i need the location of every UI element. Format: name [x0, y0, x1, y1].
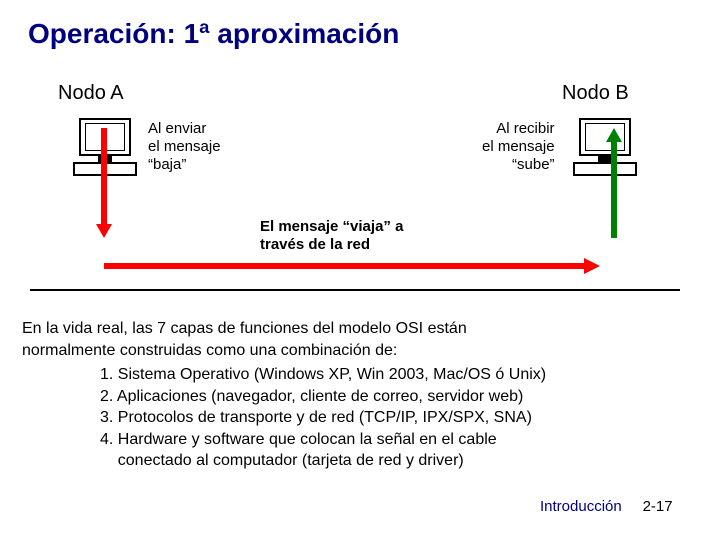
caption-send-line2: el mensaje	[148, 138, 221, 156]
travel-line1: El mensaje “viaja” a	[260, 218, 403, 236]
list-item: 2. Aplicaciones (navegador, cliente de c…	[100, 386, 546, 408]
list-item: 3. Protocolos de transporte y de red (TC…	[100, 407, 546, 429]
caption-recv-line3: “sube”	[482, 156, 555, 174]
footer-page: 2-17	[643, 498, 673, 515]
travel-line2: través de la red	[260, 236, 403, 254]
body-paragraph: En la vida real, las 7 capas de funcione…	[22, 318, 467, 361]
footer: Introducción 2-17	[540, 498, 673, 515]
caption-recv-line1: Al recibir	[482, 120, 555, 138]
list-item: 1. Sistema Operativo (Windows XP, Win 20…	[100, 364, 546, 386]
caption-send: Al enviar el mensaje “baja”	[148, 120, 221, 174]
node-b-label: Nodo B	[562, 82, 629, 105]
list-item: conectado al computador (tarjeta de red …	[100, 450, 546, 472]
footer-section: Introducción	[540, 498, 622, 515]
para-line1: En la vida real, las 7 capas de funcione…	[22, 318, 467, 340]
computer-b-icon	[570, 118, 640, 178]
node-a-label: Nodo A	[58, 82, 124, 105]
page-title: Operación: 1ª aproximación	[28, 18, 399, 50]
travel-caption: El mensaje “viaja” a través de la red	[260, 218, 403, 254]
para-line2: normalmente construidas como una combina…	[22, 340, 467, 362]
caption-send-line1: Al enviar	[148, 120, 221, 138]
list-item: 4. Hardware y software que colocan la se…	[100, 429, 546, 451]
caption-send-line3: “baja”	[148, 156, 221, 174]
caption-recv-line2: el mensaje	[482, 138, 555, 156]
body-list: 1. Sistema Operativo (Windows XP, Win 20…	[100, 364, 546, 472]
network-line	[30, 289, 680, 291]
caption-receive: Al recibir el mensaje “sube”	[482, 120, 555, 174]
